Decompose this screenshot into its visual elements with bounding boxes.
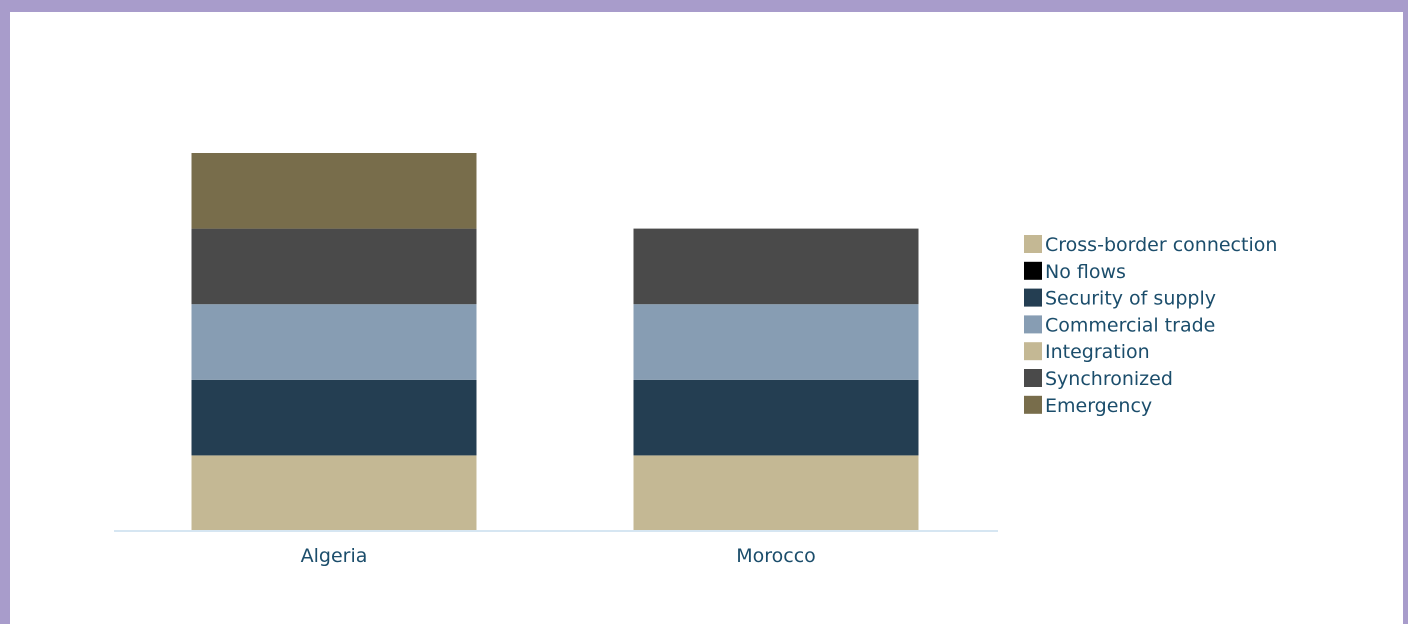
bar-algeria-emergency <box>191 153 477 229</box>
legend-swatch-integration <box>1024 342 1042 361</box>
bar-algeria-commercial-trade <box>191 304 477 380</box>
legend-swatch-emergency <box>1024 395 1042 414</box>
bar-morocco-synchronized <box>633 228 919 305</box>
x-tick-label-morocco: Morocco <box>736 545 816 567</box>
legend-label-emergency[interactable]: Emergency <box>1045 395 1152 417</box>
legend-swatch-security-of-supply <box>1024 288 1042 307</box>
x-tick-label-algeria: Algeria <box>301 545 368 567</box>
x-tick-labels: Algeria Morocco <box>301 545 816 567</box>
legend-swatch-no-flows <box>1024 261 1042 280</box>
bar-algeria-security-of-supply <box>191 379 477 456</box>
bars-layer <box>191 153 919 531</box>
legend-swatch-commercial-trade <box>1024 315 1042 334</box>
legend-swatch-synchronized <box>1024 369 1042 387</box>
legend-label-no-flows[interactable]: No flows <box>1045 261 1126 283</box>
bar-algeria-synchronized <box>191 228 477 305</box>
legend-swatch-cross-border-connection <box>1024 235 1042 253</box>
bar-morocco-security-of-supply <box>633 379 919 456</box>
bar-morocco-integration <box>633 455 919 531</box>
legend-label-security-of-supply[interactable]: Security of supply <box>1045 288 1216 310</box>
legend-label-cross-border-connection[interactable]: Cross-border connection <box>1045 234 1277 256</box>
legend-label-commercial-trade[interactable]: Commercial trade <box>1045 314 1215 336</box>
legend-label-synchronized[interactable]: Synchronized <box>1045 368 1173 390</box>
bar-morocco-commercial-trade <box>633 304 919 380</box>
legend-label-integration[interactable]: Integration <box>1045 341 1150 363</box>
bar-algeria-integration <box>191 455 477 531</box>
legend: Cross-border connection No flows Security … <box>1024 234 1277 417</box>
